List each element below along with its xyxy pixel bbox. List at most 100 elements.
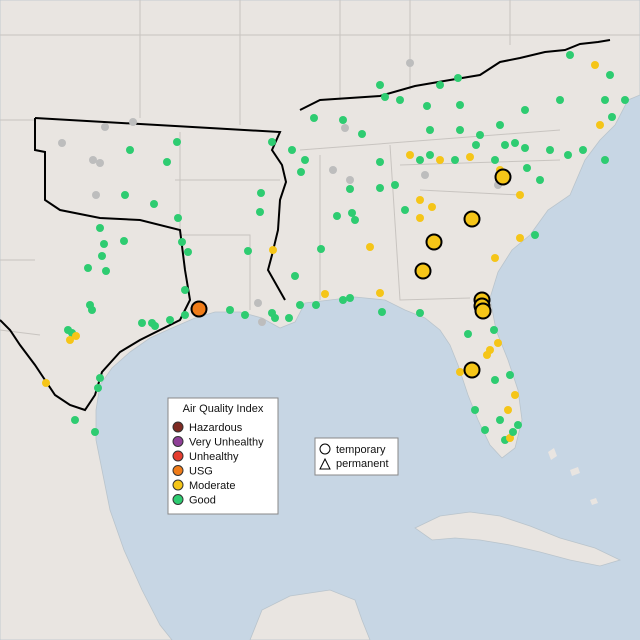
monitor (564, 151, 572, 159)
monitor (366, 243, 374, 251)
monitor (428, 203, 436, 211)
temporary-monitor (494, 168, 512, 186)
monitor (351, 216, 359, 224)
monitor (416, 156, 424, 164)
monitor (150, 200, 158, 208)
yucatan (249, 589, 371, 640)
monitor (174, 214, 182, 222)
monitor (591, 61, 599, 69)
monitor (504, 406, 512, 414)
monitor (244, 247, 252, 255)
temporary-monitor (463, 210, 481, 228)
monitor (301, 156, 309, 164)
monitor (416, 214, 424, 222)
monitor (254, 299, 262, 307)
monitor (138, 319, 146, 327)
monitor (178, 238, 186, 246)
legend-title: Air Quality Index (183, 403, 264, 415)
monitor (96, 159, 104, 167)
monitor (509, 428, 517, 436)
monitor (256, 208, 264, 216)
monitor (312, 301, 320, 309)
monitor (181, 286, 189, 294)
monitor (454, 74, 462, 82)
monitor (58, 139, 66, 147)
legend-label: Hazardous (189, 422, 243, 434)
monitor (378, 308, 386, 316)
monitor (341, 124, 349, 132)
monitor (98, 252, 106, 260)
monitor (339, 116, 347, 124)
monitor (521, 144, 529, 152)
temporary-monitor (474, 302, 492, 320)
monitor (511, 139, 519, 147)
monitor (321, 290, 329, 298)
monitor (258, 318, 266, 326)
legend-box (167, 397, 279, 515)
monitor (358, 130, 366, 138)
monitor (490, 326, 498, 334)
monitor (71, 416, 79, 424)
legend-swatch (172, 479, 184, 491)
cuba (414, 511, 622, 567)
monitor (121, 191, 129, 199)
monitor (101, 123, 109, 131)
monitor (494, 339, 502, 347)
monitor (464, 330, 472, 338)
monitor (401, 206, 409, 214)
monitor (269, 246, 277, 254)
temporary-symbol (319, 443, 331, 455)
monitor (241, 311, 249, 319)
monitor (100, 240, 108, 248)
monitor (423, 102, 431, 110)
monitor (416, 196, 424, 204)
monitor (339, 296, 347, 304)
monitor (406, 151, 414, 159)
monitor (226, 306, 234, 314)
monitor (163, 158, 171, 166)
monitor (406, 59, 414, 67)
monitor (151, 322, 159, 330)
monitor (297, 168, 305, 176)
monitor (72, 332, 80, 340)
monitor (96, 224, 104, 232)
monitor (381, 93, 389, 101)
legend-swatch (172, 465, 184, 476)
legend-label: Very Unhealthy (189, 436, 264, 448)
monitor (89, 156, 97, 164)
legend-items: Hazardous Very Unhealthy Unhealthy USG Moder… (172, 421, 264, 506)
monitor (481, 426, 489, 434)
monitor (396, 96, 404, 104)
monitor (346, 185, 354, 193)
monitor (511, 391, 519, 399)
monitor (346, 294, 354, 302)
monitor (257, 189, 265, 197)
monitor (291, 272, 299, 280)
monitor (421, 171, 429, 179)
monitor (491, 254, 499, 262)
monitor (436, 81, 444, 89)
monitor (129, 118, 137, 126)
legend-swatch (172, 450, 184, 462)
monitor (486, 346, 494, 354)
monitor (456, 101, 464, 109)
state-borders (0, 0, 640, 336)
monitor (536, 176, 544, 184)
monitor (501, 141, 509, 149)
monitor (288, 146, 296, 154)
monitor (601, 156, 609, 164)
shape-legend-label: permanent (336, 458, 389, 470)
monitor (426, 151, 434, 159)
monitor (317, 245, 325, 253)
monitor (556, 96, 564, 104)
legend-swatch (172, 421, 184, 433)
monitor (376, 289, 384, 297)
study-region-outline (0, 39, 611, 412)
monitor (91, 428, 99, 436)
monitor (92, 191, 100, 199)
monitor (601, 96, 609, 104)
monitor (456, 126, 464, 134)
monitor (506, 371, 514, 379)
legend-label: USG (189, 465, 213, 477)
